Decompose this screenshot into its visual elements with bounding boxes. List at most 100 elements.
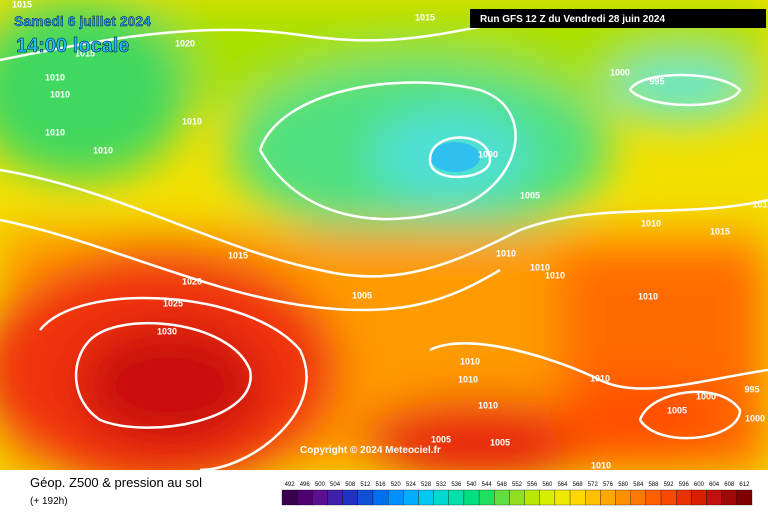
colorbar-swatch — [524, 489, 540, 506]
colorbar-label: 556 — [527, 482, 538, 488]
isobar-label: 1010 — [460, 356, 480, 366]
isobar-label: 1020 — [175, 38, 195, 48]
isobar-label: 1030 — [157, 326, 177, 336]
colorbar-label: 560 — [542, 482, 553, 488]
isobar-labels: 1015101510201015101010101010101010101000… — [12, 0, 768, 470]
colorbar-swatch — [721, 489, 737, 506]
colorbar-swatch — [676, 489, 692, 506]
colorbar-label: 504 — [330, 482, 341, 488]
colorbar-swatch — [660, 489, 677, 506]
colorbar-swatch — [736, 489, 753, 506]
run-info: Run GFS 12 Z du Vendredi 28 juin 2024 — [480, 14, 665, 25]
colorbar-swatch — [372, 489, 389, 506]
isobar-label: 1000 — [696, 391, 716, 401]
colorbar-swatch — [463, 489, 480, 506]
isobar-label: 1000 — [478, 149, 498, 159]
colorbar-label: 492 — [285, 482, 296, 488]
colorbar-label: 600 — [694, 482, 705, 488]
isobar-label: 1010 — [458, 374, 478, 384]
colorbar-swatch — [403, 489, 419, 506]
colorbar-label: 500 — [315, 482, 326, 488]
colorbar-swatch — [297, 489, 313, 506]
isobar-label: 995 — [744, 384, 759, 394]
colorbar-label: 572 — [588, 482, 599, 488]
isobar-label: 1025 — [163, 298, 183, 308]
isobar-label: 1015 — [710, 226, 730, 236]
colorbar-label: 528 — [421, 482, 432, 488]
copyright: Copyright © 2024 Meteociel.fr — [300, 445, 441, 456]
isobar-label: 1010 — [182, 116, 202, 126]
isobar-label: 1005 — [667, 405, 687, 415]
colorbar-swatch — [569, 489, 586, 506]
colorbar-label: 564 — [557, 482, 568, 488]
footer-title: Géop. Z500 & pression au sol — [30, 475, 202, 490]
colorbar-label: 612 — [739, 482, 750, 488]
colorbar-swatch — [327, 489, 343, 506]
colorbar-swatch — [706, 489, 722, 506]
colorbar-label: 516 — [376, 482, 387, 488]
colorbar-swatch — [539, 489, 556, 506]
isobar-label: 1020 — [182, 276, 202, 286]
isobar-label: 1010 — [50, 89, 70, 99]
colorbar-label: 580 — [618, 482, 629, 488]
isobar-label: 1010 — [496, 248, 516, 258]
isobar-label: 1000 — [610, 67, 630, 77]
colorbar-label: 512 — [360, 482, 371, 488]
isobar-label: 1015 — [12, 0, 32, 9]
colorbar-label: 544 — [482, 482, 493, 488]
date: Samedi 6 juillet 2024 — [14, 13, 151, 29]
isobar-label: 1010 — [590, 373, 610, 383]
colorbar-swatch — [478, 489, 495, 506]
colorbar-label: 540 — [467, 482, 478, 488]
local-time: 14:00 locale — [16, 35, 129, 57]
geopotential-field — [0, 0, 768, 490]
isobar-label: 1010 — [545, 270, 565, 280]
colorbar-swatch — [433, 489, 449, 506]
colorbar-label: 524 — [406, 482, 417, 488]
colorbar-label: 584 — [633, 482, 644, 488]
isobar-label: 1010 — [93, 145, 113, 155]
colorbar-swatch — [281, 489, 298, 506]
isobar-label: 1010 — [641, 218, 661, 228]
isobar-label: 1010 — [591, 460, 611, 470]
colorbar-swatch — [494, 489, 510, 506]
colorbar-swatch — [630, 489, 647, 506]
isobar-label: 1005 — [431, 434, 451, 444]
colorbar-swatch — [357, 489, 374, 506]
isobar-label: 1010 — [638, 291, 658, 301]
colorbar-swatch — [509, 489, 525, 506]
colorbar-swatch — [585, 489, 601, 506]
colorbar-label: 568 — [573, 482, 584, 488]
colorbar-swatch — [418, 489, 434, 506]
colorbar-label: 508 — [345, 482, 356, 488]
colorbar-label: 496 — [300, 482, 311, 488]
colorbar-label: 536 — [451, 482, 462, 488]
colorbar-label: 552 — [512, 482, 523, 488]
isobar-label: 1015 — [75, 48, 95, 58]
footer-lead: (+ 192h) — [30, 496, 68, 507]
isobar-label: 1010 — [478, 400, 498, 410]
colorbar-swatch — [312, 489, 328, 506]
colorbar-label: 576 — [603, 482, 614, 488]
colorbar-label: 548 — [497, 482, 508, 488]
isobar-label: 1015 — [228, 250, 248, 260]
colorbar-label: 596 — [679, 482, 690, 488]
isobar-label: 1005 — [520, 190, 540, 200]
colorbar-label: 604 — [709, 482, 720, 488]
isobar-label: 1015 — [415, 12, 435, 22]
colorbar-swatch — [691, 489, 707, 506]
isobar-label: 101 — [752, 199, 767, 209]
isobar-label: 995 — [649, 76, 664, 86]
colorbar-swatch — [387, 489, 404, 506]
isobars — [0, 18, 768, 472]
colorbar-swatch — [615, 489, 631, 506]
isobar-label: 1010 — [530, 262, 550, 272]
colorbar-swatch — [600, 489, 616, 506]
colorbar-label: 588 — [648, 482, 659, 488]
colorbar-swatch — [448, 489, 465, 506]
isobar-label: 1010 — [45, 127, 65, 137]
isobar-label: 1005 — [352, 290, 372, 300]
colorbar-label: 520 — [391, 482, 402, 488]
